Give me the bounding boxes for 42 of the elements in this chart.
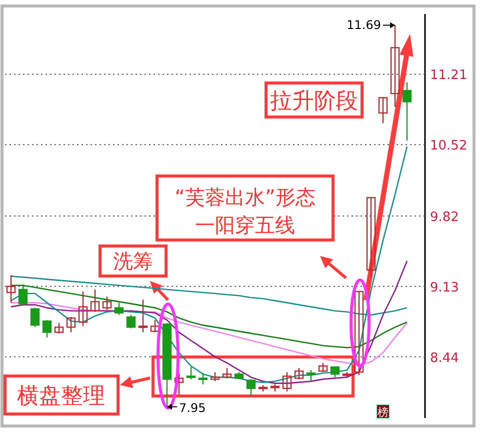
candlestick	[42, 319, 52, 338]
annotation: 7.95	[179, 400, 206, 415]
candlestick	[102, 296, 112, 310]
candlestick	[366, 197, 376, 278]
candlestick	[306, 369, 316, 382]
candlestick	[378, 97, 388, 124]
candlestick	[246, 378, 256, 398]
annotation: 拉升阶段	[270, 89, 358, 114]
candlestick	[174, 372, 184, 396]
annotation: 一阳穿五线	[195, 213, 295, 237]
candlestick	[126, 314, 136, 329]
y-tick-label: 9.82	[430, 210, 459, 225]
candlestick	[318, 362, 328, 373]
y-tick-label: 8.44	[430, 350, 459, 366]
candlestick	[6, 274, 16, 304]
candlestick	[18, 284, 28, 306]
candlestick	[402, 82, 412, 142]
y-tick-label: 10.52	[430, 138, 468, 154]
annotation: 11.69	[346, 18, 381, 32]
candlestick	[210, 371, 220, 382]
y-tick-label: 9.13	[430, 280, 459, 296]
candlestick	[30, 307, 40, 328]
annotation: 榜	[378, 406, 388, 419]
candlestick	[390, 24, 400, 108]
candlestick	[114, 302, 124, 316]
candlestick	[294, 367, 304, 380]
candlestick	[90, 288, 100, 312]
candlestick	[186, 366, 196, 380]
annotation: 洗筹	[113, 249, 153, 273]
candlestick	[330, 366, 340, 378]
candlestick	[198, 372, 208, 385]
candlestick	[138, 299, 148, 333]
candlestick	[222, 367, 232, 379]
candlestick	[54, 322, 64, 334]
candlestick	[354, 290, 364, 376]
candlestick	[66, 316, 76, 333]
annotation: 横盘整理	[17, 384, 105, 409]
candlestick	[150, 319, 160, 333]
y-tick-label: 11.21	[430, 68, 468, 84]
candlestick	[78, 290, 88, 327]
annotation: “芙蓉出水”形态	[174, 185, 316, 209]
candlestick	[282, 371, 292, 392]
